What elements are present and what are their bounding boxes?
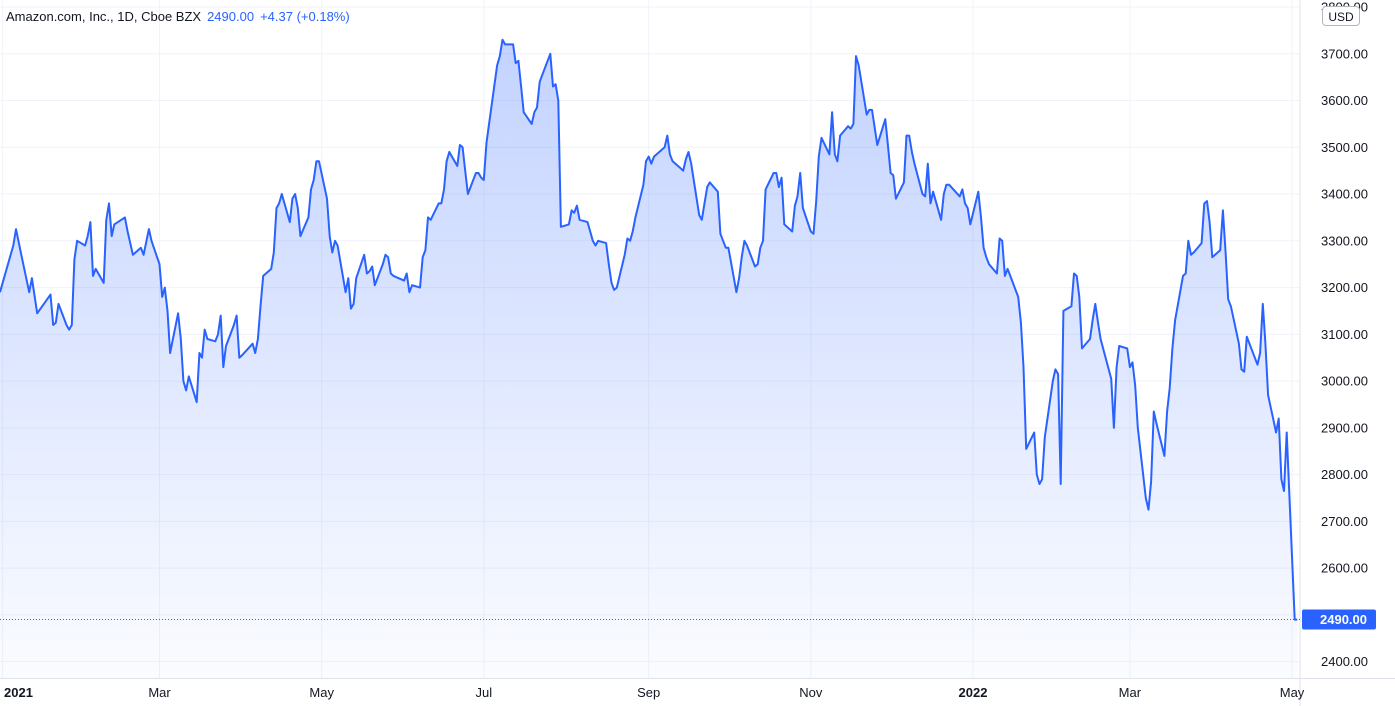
y-tick-label: 3700.00 [1321,46,1368,61]
x-tick-label: May [1280,685,1305,700]
area-layer [0,38,1298,678]
y-axis[interactable]: 2400.002500.002600.002700.002800.002900.… [1299,0,1368,706]
x-tick-label: 2021 [4,685,33,700]
y-tick-label: 3600.00 [1321,93,1368,108]
x-tick-label: May [309,685,334,700]
symbol-title[interactable]: Amazon.com, Inc., 1D, Cboe BZX [6,9,202,24]
x-tick-label: 2022 [959,685,988,700]
last-price-badge [1302,609,1376,630]
series-line[interactable] [0,38,1298,621]
last-price-value: 2490.00 [207,9,255,24]
y-tick-label: 3500.00 [1321,140,1368,155]
currency-button[interactable]: USD [1322,6,1360,26]
x-axis[interactable]: 2021 Mar May Jul Sep Nov 2022 Mar May [0,678,1395,701]
last-price-marker: 2490.00 [0,609,1376,630]
y-tick-label: 3400.00 [1321,187,1368,202]
chart-header: Amazon.com, Inc., 1D, Cboe BZX 2490.00 +4.… [6,9,350,24]
price-change: +4.37 (+0.18%) [260,9,350,24]
x-tick-label: Sep [637,685,660,700]
y-tick-label: 3100.00 [1321,327,1368,342]
x-tick-label: Jul [476,685,493,700]
series-area-fill [0,39,1298,678]
x-tick-label: Nov [799,685,823,700]
y-tick-label: 3200.00 [1321,280,1368,295]
y-tick-label: 2900.00 [1321,420,1368,435]
y-tick-label: 3000.00 [1321,374,1368,389]
y-tick-label: 2800.00 [1321,467,1368,482]
y-tick-label: 2600.00 [1321,561,1368,576]
x-tick-label: Mar [148,685,171,700]
x-tick-label: Mar [1119,685,1142,700]
last-price-badge-text: 2490.00 [1320,612,1367,627]
y-tick-label: 3300.00 [1321,233,1368,248]
y-tick-label: 2400.00 [1321,654,1368,669]
y-tick-label: 2700.00 [1321,514,1368,529]
